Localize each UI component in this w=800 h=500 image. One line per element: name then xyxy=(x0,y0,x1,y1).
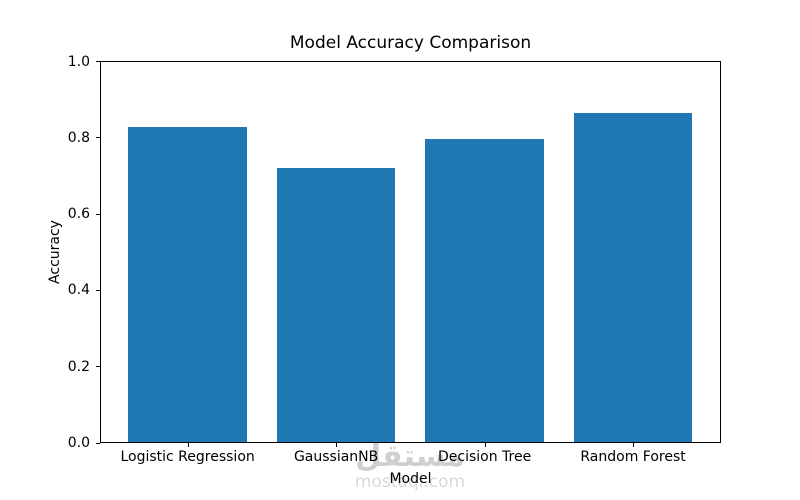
bars-container xyxy=(101,62,720,442)
y-tick-mark-0.0 xyxy=(96,442,100,444)
y-tick-label-0.4: 0.4 xyxy=(67,282,90,299)
y-tick-mark-1.0 xyxy=(96,61,100,62)
bar-gaussiannb xyxy=(276,168,396,442)
x-tick-mark-random-forest xyxy=(633,443,635,447)
y-tick-label-0.8: 0.8 xyxy=(67,129,90,146)
x-tick-mark-decision-tree xyxy=(484,443,486,447)
y-tick-label-0.2: 0.2 xyxy=(67,358,90,375)
x-tick-label-logistic-regression: Logistic Regression xyxy=(120,449,255,465)
x-tick-mark-logistic-regression xyxy=(187,443,189,447)
chart-title: Model Accuracy Comparison xyxy=(289,33,532,53)
y-tick-mark-0.2 xyxy=(96,366,100,368)
y-tick-label-0.6: 0.6 xyxy=(67,206,90,223)
y-tick-mark-0.6 xyxy=(96,213,100,215)
bar-logistic-regression xyxy=(128,127,247,442)
y-tick-label-1.0: 1.0 xyxy=(67,53,90,70)
y-tick-mark-0.4 xyxy=(96,289,100,291)
bar-decision-tree xyxy=(425,138,544,442)
y-tick-label-0.0: 0.0 xyxy=(67,435,90,451)
x-tick-label-random-forest: Random Forest xyxy=(580,449,686,465)
x-axis-label: Model xyxy=(389,471,432,487)
x-tick-label-gaussiannb: GaussianNB xyxy=(293,449,379,465)
bar-random-forest xyxy=(573,112,693,442)
y-axis-label: Accuracy xyxy=(47,220,63,284)
y-tick-mark-0.8 xyxy=(96,137,100,139)
x-tick-label-decision-tree: Decision Tree xyxy=(437,449,532,465)
plot-area xyxy=(100,61,721,443)
x-tick-mark-gaussiannb xyxy=(336,443,338,447)
